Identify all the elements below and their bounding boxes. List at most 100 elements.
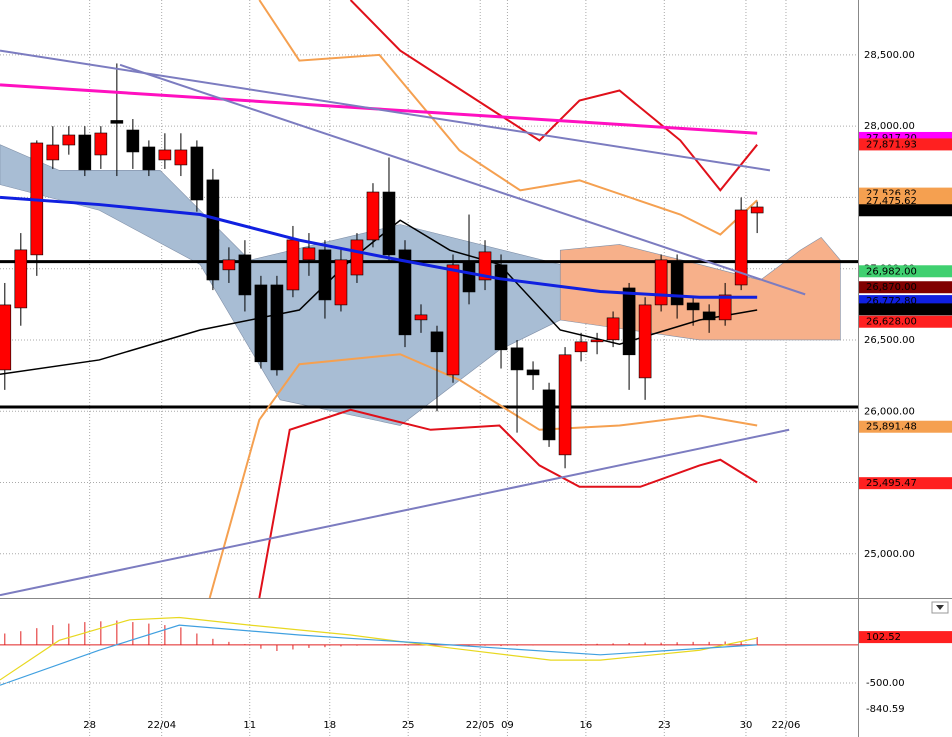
candle-body: [62, 134, 76, 146]
price-tag-label: 27,526.82: [866, 189, 917, 200]
y2-tick-label: -500.00: [866, 678, 905, 689]
candle-body: [334, 259, 348, 306]
candle-body: [94, 132, 108, 156]
price-tag: [859, 303, 952, 316]
price-tag-label: 26,982.00: [866, 266, 917, 277]
y-tick-label: 25,000.00: [864, 549, 915, 560]
price-tag: [859, 477, 952, 490]
price-tag-label: 27,475.62: [866, 196, 917, 207]
candle-body: [430, 331, 444, 353]
price-tag: [859, 265, 952, 278]
price-tag: [859, 420, 952, 433]
indicator-line: [0, 49, 771, 172]
indicator-line: [119, 63, 806, 296]
candle-body: [206, 179, 220, 281]
oscillator-line: [0, 616, 758, 681]
y-tick-label: 26,500.00: [864, 335, 915, 346]
candle-body: [622, 287, 636, 356]
price-panel: [0, 0, 858, 598]
candle-body: [46, 144, 60, 161]
price-tag-label: 26,714.80: [866, 304, 917, 315]
candle-body: [174, 149, 188, 166]
candle-body: [14, 249, 28, 309]
axes: 28,500.0028,000.0027,500.0027,000.0026,5…: [83, 50, 952, 731]
price-tag: [859, 138, 952, 151]
candle-body: [366, 191, 380, 241]
menu-arrow: [936, 605, 944, 610]
candle-body: [78, 134, 92, 171]
x-tick-label: 22/04: [147, 720, 176, 731]
x-tick-label: 16: [580, 720, 593, 731]
candle-body: [254, 284, 268, 363]
candle-body: [382, 191, 396, 256]
candle-body: [126, 129, 140, 153]
candle-body: [222, 259, 236, 271]
indicator-line: [349, 0, 758, 192]
candle-body: [734, 209, 748, 286]
y-tick-label: 26,000.00: [864, 406, 915, 417]
price-tag-label: 25,495.47: [866, 478, 917, 489]
candle-body: [270, 284, 284, 371]
indicator-line: [208, 353, 758, 598]
candle-body: [702, 311, 716, 321]
candle-body: [302, 247, 316, 261]
price-tag-label: 27,410: [866, 205, 901, 216]
candle-body: [654, 259, 668, 306]
candle-body: [414, 314, 428, 321]
x-tick-label: 18: [323, 720, 336, 731]
price-tag-label: 26,772.80: [866, 296, 917, 307]
price-tag-label: 26,870.00: [866, 282, 917, 293]
candle-body: [750, 206, 764, 214]
x-tick-label: 28: [83, 720, 96, 731]
indicator-line: [0, 428, 790, 597]
price-tag: [859, 315, 952, 328]
oscillator-panel: [0, 600, 858, 737]
candle-body: [446, 264, 460, 376]
indicator-line: [0, 195, 758, 299]
candle-body: [542, 389, 556, 441]
candle-body: [158, 149, 172, 161]
candle-body: [286, 239, 300, 291]
candle-body: [606, 317, 620, 341]
candle-body: [494, 264, 508, 351]
x-tick-label: 23: [658, 720, 671, 731]
price-tag-label: 25,891.48: [866, 422, 917, 433]
candle-body: [718, 294, 732, 321]
candle-body: [318, 249, 332, 301]
candle-body: [638, 304, 652, 379]
y-tick-label: 28,000.00: [864, 121, 915, 132]
price-tag-label: 102.52: [866, 632, 901, 643]
price-tag-label: 27,871.93: [866, 139, 917, 150]
indicator-line: [258, 408, 758, 598]
x-tick-label: 30: [740, 720, 753, 731]
price-tag: [859, 281, 952, 294]
price-tag-label: 26,628.00: [866, 317, 917, 328]
candle-body: [350, 239, 364, 276]
x-tick-label: 25: [402, 720, 415, 731]
candle-body: [686, 302, 700, 311]
candle-body: [238, 254, 252, 296]
x-tick-label: 22/06: [772, 720, 801, 731]
oscillator-line: [0, 624, 758, 686]
candle-body: [526, 369, 540, 376]
candle-body: [398, 249, 412, 336]
candle-body: [142, 146, 156, 171]
x-tick-label: 09: [501, 720, 514, 731]
candle-body: [590, 339, 604, 343]
x-tick-label: 11: [243, 720, 256, 731]
candle-body: [0, 304, 12, 371]
price-tag: [859, 631, 952, 644]
price-tag: [859, 204, 952, 217]
y-tick-label: 28,500.00: [864, 50, 915, 61]
candle-body: [190, 146, 204, 201]
candle-body: [478, 251, 492, 281]
candle-body: [510, 347, 524, 371]
y2-min-label: -840.59: [866, 704, 905, 715]
indicator-line: [258, 0, 758, 236]
x-tick-label: 22/05: [466, 720, 495, 731]
candle-body: [670, 261, 684, 306]
candle-body: [558, 354, 572, 456]
candle-body: [462, 261, 476, 293]
